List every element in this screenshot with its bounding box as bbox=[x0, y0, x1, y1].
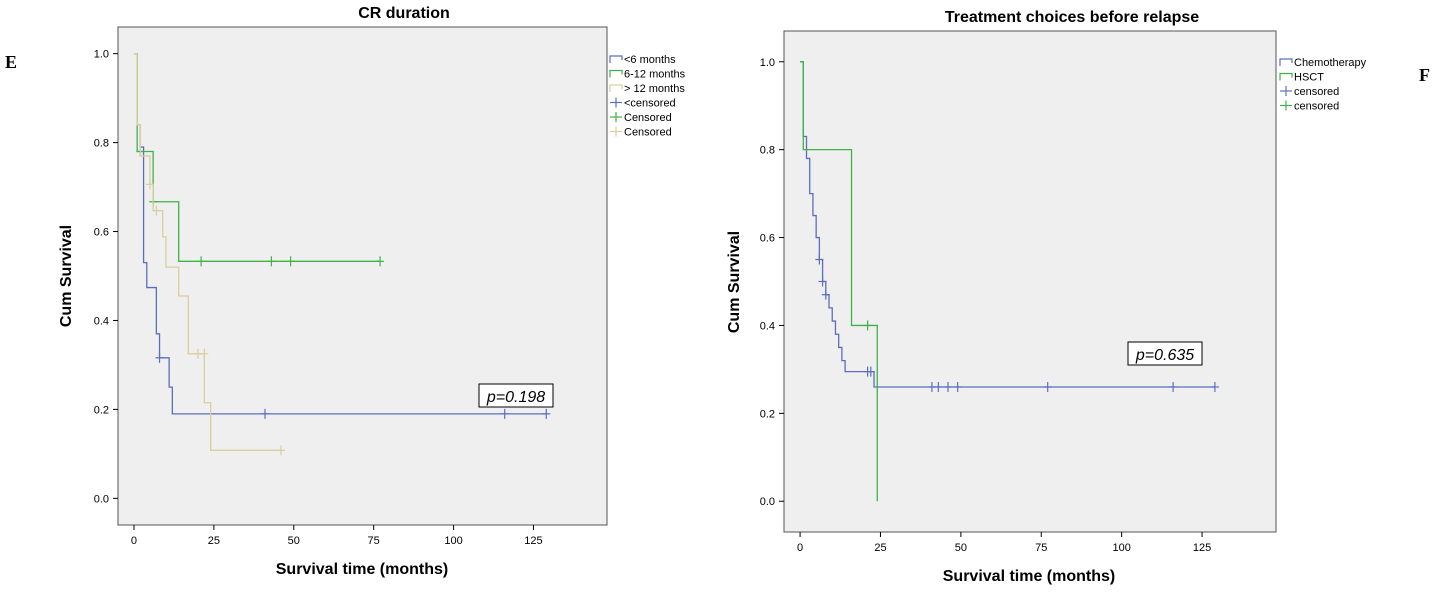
legend-swatch bbox=[1279, 72, 1293, 81]
y-tick-label: 1.0 bbox=[760, 57, 775, 69]
legend: Chemotherapy HSCT censored censored bbox=[1279, 57, 1367, 113]
legend-label: censored bbox=[1294, 101, 1339, 113]
y-axis-label: Cum Survival bbox=[58, 225, 75, 327]
legend-label: censored bbox=[1294, 86, 1339, 98]
panel-letter-f: F bbox=[1419, 65, 1430, 85]
y-tick-label: 0.0 bbox=[760, 496, 775, 508]
pvalue-frame bbox=[478, 383, 554, 408]
legend-label: Censored bbox=[624, 127, 672, 139]
pvalue-box: p=0.635 bbox=[1127, 341, 1203, 366]
y-tick-label: 0.4 bbox=[760, 320, 775, 332]
y-tick-label: 0.8 bbox=[760, 145, 775, 157]
y-tick-label: 0.8 bbox=[94, 138, 109, 150]
x-tick-label: 125 bbox=[524, 535, 542, 547]
panel-letter-e: E bbox=[5, 52, 17, 72]
y-ticks: 0.0 0.2 0.4 0.6 0.8 1.0 bbox=[760, 57, 784, 508]
legend-swatch bbox=[609, 55, 623, 63]
legend-swatch bbox=[609, 69, 623, 78]
legend-label: <censored bbox=[624, 98, 676, 110]
x-tick-label: 125 bbox=[1193, 542, 1211, 554]
legend-swatch bbox=[1279, 58, 1293, 66]
km-curve--12-months bbox=[133, 53, 281, 451]
x-tick-label: 25 bbox=[208, 535, 220, 547]
chart-title: Treatment choices before relapse bbox=[945, 9, 1199, 26]
legend-label: > 12 months bbox=[624, 83, 685, 95]
legend-swatch bbox=[609, 84, 623, 92]
legend-label: <6 months bbox=[624, 54, 676, 66]
y-tick-label: 0.2 bbox=[94, 404, 109, 416]
x-tick-label: 25 bbox=[874, 542, 886, 554]
x-axis-label: Survival time (months) bbox=[943, 568, 1115, 585]
chart-cr-duration: CR duration 0.0 0.2 0.4 0.6 0.8 1.0 0 25 50 75 10… bbox=[58, 5, 686, 578]
x-tick-label: 100 bbox=[1112, 542, 1130, 554]
chart-treatment-choices: Treatment choices before relapse 0.00.20… bbox=[726, 9, 1367, 585]
x-tick-label: 75 bbox=[368, 535, 380, 547]
plot-area bbox=[783, 30, 1277, 533]
plot-area bbox=[117, 26, 608, 526]
chart-title: CR duration bbox=[358, 5, 450, 22]
series-layer bbox=[133, 53, 551, 456]
y-tick-label: 1.0 bbox=[94, 49, 109, 61]
pvalue-text: p=0.198 bbox=[486, 389, 545, 406]
x-axis-label: Survival time (months) bbox=[276, 561, 448, 578]
legend: <6 months 6-12 months > 12 months <censored… bbox=[609, 54, 686, 139]
x-tick-label: 0 bbox=[797, 542, 803, 554]
y-tick-label: 0.4 bbox=[94, 315, 109, 327]
y-tick-label: 0.2 bbox=[760, 408, 775, 420]
y-tick-label: 0.6 bbox=[94, 227, 109, 239]
x-ticks: 0 25 50 75 100 125 bbox=[131, 525, 543, 547]
series-layer bbox=[800, 61, 1219, 502]
x-tick-label: 50 bbox=[955, 542, 967, 554]
legend-label: HSCT bbox=[1294, 72, 1324, 84]
legend-label: 6-12 months bbox=[624, 69, 686, 81]
x-tick-label: 100 bbox=[444, 535, 462, 547]
y-tick-label: 0.6 bbox=[760, 233, 775, 245]
y-axis-label: Cum Survival bbox=[726, 231, 743, 333]
km-curve-hsct bbox=[800, 61, 878, 502]
y-ticks: 0.0 0.2 0.4 0.6 0.8 1.0 bbox=[94, 49, 118, 505]
x-tick-label: 0 bbox=[131, 535, 137, 547]
pvalue-frame bbox=[1127, 341, 1203, 366]
legend-label: Chemotherapy bbox=[1294, 57, 1367, 69]
pvalue-box: p=0.198 bbox=[478, 383, 554, 408]
pvalue-text: p=0.635 bbox=[1135, 347, 1194, 364]
legend-label: Censored bbox=[624, 112, 672, 124]
x-tick-label: 50 bbox=[288, 535, 300, 547]
x-tick-label: 75 bbox=[1035, 542, 1047, 554]
x-ticks: 0 25 50 75 100 125 bbox=[797, 532, 1211, 554]
y-tick-label: 0.0 bbox=[94, 493, 109, 505]
